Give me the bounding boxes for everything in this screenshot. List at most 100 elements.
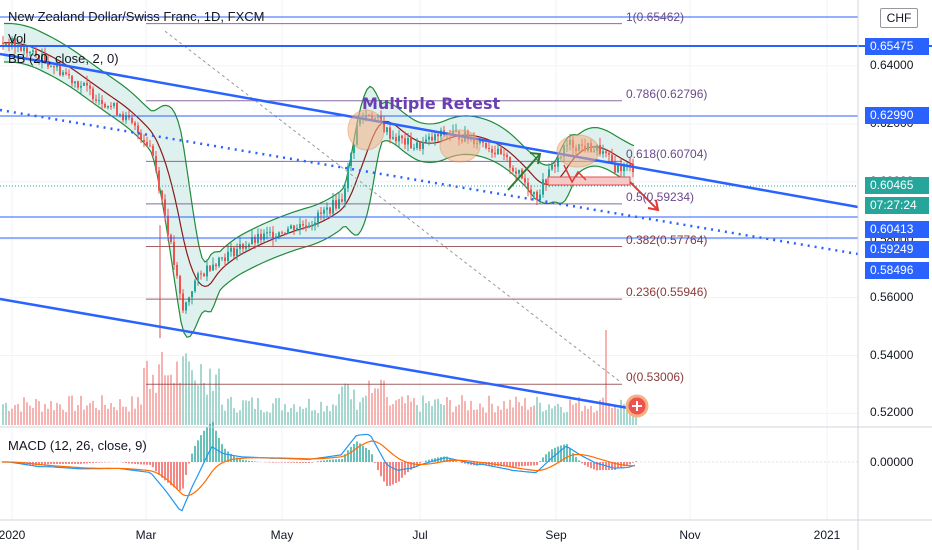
macd-histogram-bar xyxy=(551,449,553,462)
volume-bar xyxy=(194,380,196,425)
macd-histogram-bar xyxy=(56,462,58,464)
volume-bar xyxy=(458,404,460,425)
volume-bar xyxy=(131,396,133,425)
volume-bar xyxy=(128,411,130,425)
macd-histogram-bar xyxy=(521,462,523,467)
candle-body xyxy=(497,148,499,155)
volume-bar xyxy=(623,404,625,425)
price-tick-label: 0.64000 xyxy=(870,57,914,72)
candle-body xyxy=(305,225,307,228)
volume-bar xyxy=(185,353,187,425)
volume-bar xyxy=(8,410,10,425)
candle-body xyxy=(164,199,166,216)
volume-bar xyxy=(86,405,88,425)
macd-histogram-bar xyxy=(224,448,226,462)
volume-bar xyxy=(410,401,412,425)
volume-bar xyxy=(44,404,46,425)
volume-bar xyxy=(434,399,436,425)
macd-histogram-bar xyxy=(383,462,385,482)
volume-bar xyxy=(95,407,97,425)
candle-body xyxy=(311,225,313,227)
fib-level-label: 0.382(0.57764) xyxy=(626,232,708,247)
candle-body xyxy=(194,280,196,292)
volume-bar xyxy=(533,405,535,425)
macd-histogram-bar xyxy=(461,462,463,463)
volume-bar xyxy=(113,407,115,425)
macd-histogram-bar xyxy=(338,459,340,462)
volume-bar xyxy=(197,385,199,425)
macd-histogram-bar xyxy=(146,462,148,465)
candle-body xyxy=(344,188,346,202)
macd-histogram-bar xyxy=(143,462,145,465)
candle-body xyxy=(614,162,616,173)
macd-histogram-bar xyxy=(410,462,412,470)
candle-body xyxy=(233,247,235,257)
candle-body xyxy=(155,156,157,171)
macd-histogram-bar xyxy=(428,459,430,462)
macd-histogram-bar xyxy=(134,462,136,464)
volume-bar xyxy=(203,382,205,425)
volume-bar xyxy=(437,398,439,425)
candle-body xyxy=(65,72,67,74)
macd-histogram-bar xyxy=(626,462,628,466)
candle-body xyxy=(554,164,556,167)
volume-bar xyxy=(494,412,496,425)
macd-histogram-bar xyxy=(566,444,568,462)
macd-histogram-bar xyxy=(377,462,379,471)
trendlines xyxy=(0,16,932,412)
macd-histogram-bar xyxy=(446,456,448,462)
volume-bar xyxy=(104,404,106,425)
candle-body xyxy=(41,53,43,62)
macd-histogram-bar xyxy=(614,462,616,470)
macd-histogram-bar xyxy=(122,462,124,463)
volume-bar xyxy=(74,410,76,425)
macd-histogram-bar xyxy=(236,457,238,462)
candle-body xyxy=(203,273,205,277)
time-tick-label: Sep xyxy=(545,528,567,542)
candle-body xyxy=(314,222,316,226)
macd-histogram-bar xyxy=(392,462,394,485)
candle-body xyxy=(215,264,217,267)
candle-body xyxy=(293,225,295,231)
volume-bar xyxy=(485,412,487,425)
volume-bar xyxy=(155,392,157,425)
macd-histogram-bar xyxy=(299,462,301,463)
macd-histogram-bar xyxy=(500,462,502,467)
volume-bar xyxy=(215,374,217,425)
macd-histogram-bar xyxy=(281,462,283,463)
volume-bar xyxy=(461,395,463,425)
volume-bar xyxy=(413,398,415,425)
volume-bar xyxy=(383,380,385,425)
macd-histogram-bar xyxy=(578,460,580,462)
volume-bar xyxy=(479,403,481,425)
candle-body xyxy=(104,103,106,108)
volume-bar xyxy=(47,408,49,425)
volume-bar xyxy=(476,409,478,425)
volume-bar xyxy=(608,403,610,425)
time-tick-label: 2020 xyxy=(0,528,26,542)
currency-button[interactable]: CHF xyxy=(880,8,918,28)
candle-body xyxy=(185,302,187,311)
volume-bar xyxy=(521,405,523,425)
macd-histogram-bar xyxy=(539,461,541,462)
candle-body xyxy=(629,164,631,166)
retest-circle xyxy=(439,129,481,163)
macd-histogram-bar xyxy=(527,462,529,466)
candle-body xyxy=(341,199,343,202)
volume-bar xyxy=(578,396,580,425)
macd-histogram-bar xyxy=(158,462,160,475)
macd-histogram-bar xyxy=(215,430,217,462)
volume-bar xyxy=(263,412,265,425)
volume-bar xyxy=(170,374,172,425)
candle-body xyxy=(59,64,61,76)
candle-body xyxy=(617,164,619,173)
volume-bar xyxy=(56,402,58,425)
macd-histogram-bar xyxy=(503,462,505,467)
candle-body xyxy=(515,171,517,174)
red-arrow xyxy=(629,181,659,211)
volume-bar xyxy=(143,367,145,425)
volume-bar xyxy=(212,390,214,425)
candle-body xyxy=(323,209,325,214)
volume-bar xyxy=(497,405,499,425)
